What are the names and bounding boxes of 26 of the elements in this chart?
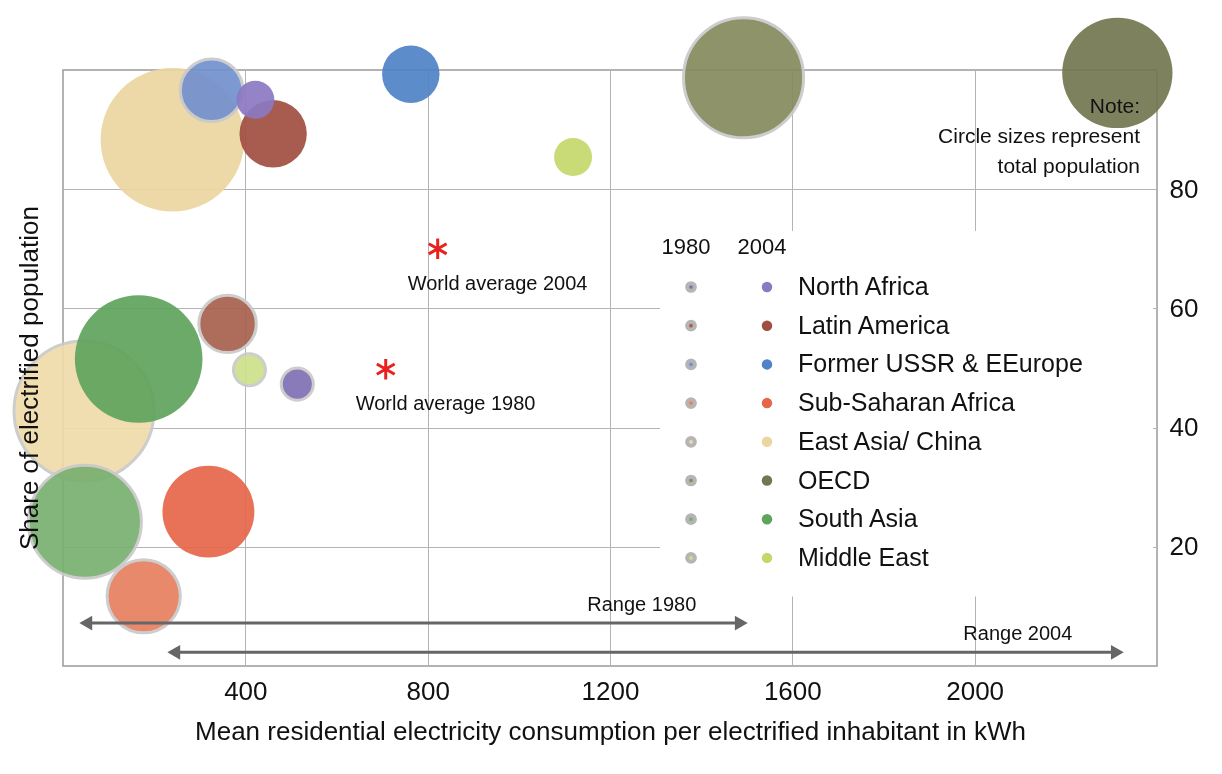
legend-label: South Asia: [798, 504, 918, 533]
x-axis-title: Mean residential electricity consumption per electrified inhabitant in kWh: [195, 715, 1026, 746]
x-tick-label: 1600: [763, 675, 822, 706]
annotation: Range 1980: [587, 593, 697, 616]
y-tick-label: 20: [1169, 531, 1199, 562]
annotation: Range 2004: [963, 622, 1073, 645]
legend-label: Sub-Saharan Africa: [798, 388, 1015, 417]
legend-label: North Africa: [798, 272, 929, 300]
x-tick-label: 400: [224, 675, 268, 706]
x-tick-label: 2000: [946, 675, 1005, 706]
annotation: 1980: [661, 234, 711, 259]
x-tick-label: 1200: [581, 675, 640, 706]
y-tick-label: 80: [1169, 173, 1199, 204]
legend-label: Latin America: [798, 310, 950, 339]
legend-label: East Asia/ China: [798, 426, 982, 455]
y-axis-title: Share of electrified population: [14, 205, 44, 551]
annotation: Note: Circle sizes represent total population: [938, 94, 1141, 177]
annotation: 2004: [737, 234, 787, 259]
y-tick-label: 60: [1169, 292, 1199, 323]
legend-label: Former USSR & EEurope: [798, 349, 1083, 378]
y-tick-label: 40: [1169, 412, 1199, 443]
annotation: World average 2004: [407, 271, 588, 294]
legend-label: Middle East: [798, 542, 929, 571]
legend-label: OECD: [798, 465, 871, 494]
annotation: World average 1980: [355, 392, 536, 415]
x-tick-label: 800: [406, 675, 450, 706]
